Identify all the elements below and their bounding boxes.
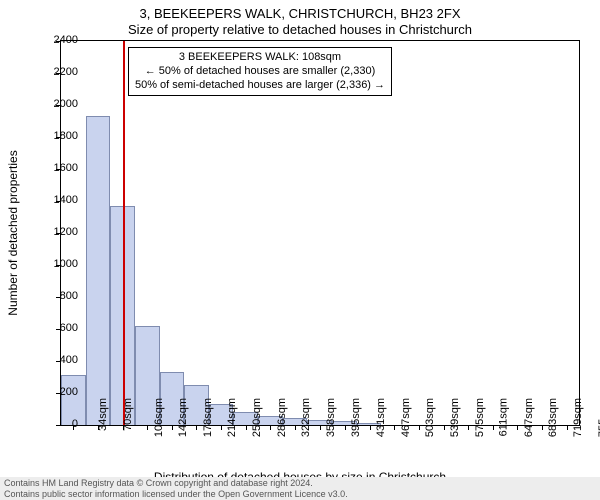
- annotation-line3: 50% of semi-detached houses are larger (…: [135, 79, 385, 93]
- x-tick-label: 358sqm: [325, 398, 337, 437]
- y-tick-label: 2400: [54, 34, 78, 46]
- plot-area: 3 BEEKEEPERS WALK: 108sqm← 50% of detach…: [60, 40, 580, 426]
- y-tick-label: 1600: [54, 162, 78, 174]
- x-tick-label: 719sqm: [572, 398, 584, 437]
- x-tick-label: 647sqm: [523, 398, 535, 437]
- footer-line2: Contains public sector information licen…: [4, 489, 596, 499]
- chart-container: 3, BEEKEEPERS WALK, CHRISTCHURCH, BH23 2…: [0, 0, 600, 500]
- x-tick-label: 431sqm: [375, 398, 387, 437]
- y-tick-label: 0: [72, 418, 78, 430]
- y-tick-label: 1400: [54, 194, 78, 206]
- x-tick-label: 178sqm: [202, 398, 214, 437]
- x-tick-label: 683sqm: [548, 398, 560, 437]
- x-tick: [567, 425, 568, 430]
- footer-line1: Contains HM Land Registry data © Crown c…: [4, 478, 596, 488]
- y-tick-label: 800: [60, 290, 78, 302]
- x-tick: [394, 425, 395, 430]
- x-tick: [172, 425, 173, 430]
- x-tick: [196, 425, 197, 430]
- y-axis-label: Number of detached properties: [6, 68, 20, 233]
- x-tick: [444, 425, 445, 430]
- footer-attribution: Contains HM Land Registry data © Crown c…: [0, 477, 600, 500]
- property-marker-line: [123, 41, 125, 425]
- x-tick-label: 34sqm: [97, 398, 109, 431]
- x-tick-label: 611sqm: [497, 398, 509, 436]
- y-tick-label: 600: [60, 322, 78, 334]
- x-tick-label: 467sqm: [400, 398, 412, 437]
- annotation-line1: 3 BEEKEEPERS WALK: 108sqm: [135, 51, 385, 65]
- x-tick: [419, 425, 420, 430]
- x-tick-label: 575sqm: [474, 398, 486, 437]
- x-tick: [370, 425, 371, 430]
- histogram-bar: [86, 116, 111, 425]
- x-tick: [147, 425, 148, 430]
- x-tick-label: 106sqm: [153, 398, 165, 437]
- x-tick: [493, 425, 494, 430]
- annotation-box: 3 BEEKEEPERS WALK: 108sqm← 50% of detach…: [128, 47, 392, 96]
- x-tick: [221, 425, 222, 430]
- x-tick: [468, 425, 469, 430]
- x-tick-label: 250sqm: [251, 398, 263, 437]
- x-tick: [270, 425, 271, 430]
- x-tick: [345, 425, 346, 430]
- x-tick-label: 214sqm: [227, 398, 239, 437]
- chart-title-line2: Size of property relative to detached ho…: [0, 22, 600, 37]
- y-tick: [56, 425, 61, 426]
- y-tick-label: 1800: [54, 130, 78, 142]
- y-tick-label: 2000: [54, 98, 78, 110]
- x-tick: [542, 425, 543, 430]
- x-tick-label: 286sqm: [276, 398, 288, 437]
- y-tick-label: 200: [60, 386, 78, 398]
- x-tick-label: 395sqm: [350, 398, 362, 437]
- x-tick-label: 539sqm: [449, 398, 461, 437]
- x-tick-label: 70sqm: [122, 398, 134, 431]
- x-tick: [320, 425, 321, 430]
- chart-title-line1: 3, BEEKEEPERS WALK, CHRISTCHURCH, BH23 2…: [0, 6, 600, 21]
- y-tick-label: 2200: [54, 66, 78, 78]
- y-tick-label: 400: [60, 354, 78, 366]
- annotation-line2: ← 50% of detached houses are smaller (2,…: [135, 65, 385, 79]
- y-tick-label: 1200: [54, 226, 78, 238]
- x-tick-label: 503sqm: [424, 398, 436, 437]
- x-tick: [517, 425, 518, 430]
- x-tick: [295, 425, 296, 430]
- x-tick-label: 142sqm: [177, 398, 189, 437]
- y-tick-label: 1000: [54, 258, 78, 270]
- x-tick-label: 322sqm: [301, 398, 313, 437]
- x-tick: [246, 425, 247, 430]
